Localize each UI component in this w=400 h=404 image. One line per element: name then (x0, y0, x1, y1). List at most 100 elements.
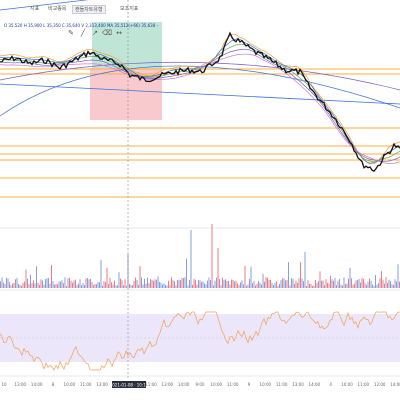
volume-bar (237, 283, 238, 288)
volume-bar (214, 280, 216, 288)
volume-bar (147, 277, 148, 288)
volume-bar (321, 280, 322, 288)
volume-bar (141, 277, 142, 288)
time-axis-label: 11:00 (80, 382, 92, 387)
volume-bar (69, 277, 70, 288)
volume-bar (349, 267, 351, 288)
volume-bar (172, 280, 174, 288)
volume-bar (366, 284, 367, 288)
volume-bar (18, 284, 19, 288)
volume-bar (382, 279, 384, 288)
volume-bar (387, 283, 388, 288)
volume-bar (174, 281, 175, 288)
ma-line (0, 38, 400, 164)
volume-bar (253, 281, 255, 288)
volume-bar (220, 285, 222, 288)
volume-bar (21, 285, 22, 288)
time-axis-label: 11:00 (358, 382, 370, 387)
volume-bar (31, 283, 33, 288)
volume-bar (304, 252, 306, 288)
volume-bar (46, 278, 48, 288)
volume-bar (208, 277, 210, 288)
volume-bar (19, 284, 21, 288)
time-axis-label: 14:00 (309, 382, 321, 387)
volume-bar (84, 285, 85, 288)
crosshair-time-box (112, 381, 146, 388)
time-axis-label: 11:00 (145, 382, 157, 387)
volume-bar (397, 264, 399, 288)
volume-bar (361, 277, 363, 288)
volume-bar (157, 276, 159, 288)
volume-bar (166, 285, 168, 288)
volume-bar (118, 272, 120, 288)
support-resistance-lines (0, 68, 400, 198)
arrow-tool-icon[interactable]: ↗ (92, 29, 98, 37)
volume-bar (255, 285, 256, 288)
volume-bar (334, 278, 336, 288)
volume-bar (303, 281, 304, 288)
volume-bar (156, 279, 157, 288)
toolbar-item-compare[interactable]: 비교종목 (48, 6, 67, 12)
ohlc-info-line: O 35,520 H 35,900 L 35,350 C 35,640 V 2,… (4, 23, 158, 28)
volume-bar (343, 277, 345, 288)
volume-bar (271, 282, 273, 288)
pen-tool-icon[interactable]: ✎ (68, 29, 74, 37)
volume-bar (162, 284, 163, 288)
volume-bar (90, 279, 91, 288)
time-axis: 1013:0014:00810:0011:0013:0014:001211:00… (1, 382, 400, 387)
oscillator-panel (0, 311, 400, 371)
toolbar-item-studies[interactable]: 보조지표 (120, 6, 139, 12)
volume-bar (370, 280, 372, 288)
toolbar-item-indicator[interactable]: 지표 (30, 6, 40, 12)
volume-bar (175, 285, 177, 288)
volume-bar (373, 285, 375, 288)
volume-bar (229, 284, 231, 288)
volume-bar (264, 281, 265, 288)
volume-bar (171, 277, 172, 288)
volume-bar (132, 285, 133, 288)
time-axis-label: 4 (329, 382, 332, 387)
volume-bar (352, 284, 354, 288)
volume-bar (135, 277, 136, 288)
volume-bar (291, 278, 292, 288)
time-axis-label: 13:00 (162, 382, 174, 387)
volume-bar (60, 281, 61, 288)
volume-bar (1, 277, 3, 288)
time-axis-label: 13:00 (96, 382, 108, 387)
volume-bar (75, 279, 76, 288)
volume-bar (378, 283, 379, 288)
volume-bar (45, 279, 46, 288)
toolbar-item-candle-type[interactable]: 캔들차트유형 (72, 5, 106, 14)
volume-bar (136, 280, 138, 288)
volume-bar (93, 285, 94, 288)
ruler-tool-icon[interactable]: ↔ (116, 29, 122, 37)
volume-bar (235, 280, 237, 288)
volume-bar (120, 278, 121, 288)
volume-bar (367, 281, 369, 288)
volume-bar (298, 278, 300, 288)
line-tool-icon[interactable]: ╱ (80, 29, 86, 37)
volume-bar (48, 278, 49, 288)
volume-bar (201, 282, 202, 288)
volume-bar (232, 279, 234, 288)
volume-bar (342, 285, 343, 288)
volume-bar (295, 280, 297, 288)
eraser-tool-icon[interactable]: ⌫ (102, 29, 112, 37)
volume-bar (177, 280, 178, 288)
volume-bar (184, 277, 186, 288)
volume-bar (148, 283, 150, 288)
time-axis-label: 10:00 (211, 382, 223, 387)
time-axis-label: 11:00 (276, 382, 288, 387)
volume-bar (87, 278, 88, 288)
volume-bar (73, 280, 75, 288)
volume-bar (178, 279, 180, 288)
volume-bar (195, 279, 196, 288)
volume-bar (211, 224, 213, 288)
volume-bar (198, 280, 199, 288)
volume-bar (324, 285, 325, 288)
volume-bar (79, 279, 81, 288)
volume-bar (364, 282, 366, 288)
volume-bar (219, 279, 220, 288)
